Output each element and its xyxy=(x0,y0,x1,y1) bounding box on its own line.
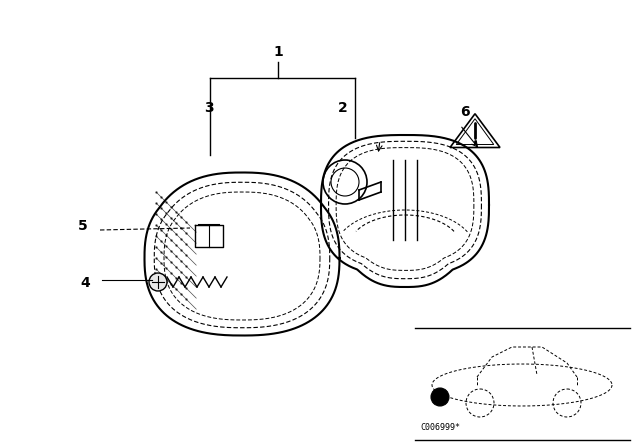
Text: 3: 3 xyxy=(204,101,214,115)
Text: 4: 4 xyxy=(80,276,90,290)
Text: 2: 2 xyxy=(337,101,348,115)
Text: 6: 6 xyxy=(460,105,470,119)
Text: 1: 1 xyxy=(273,45,284,59)
Circle shape xyxy=(431,388,449,406)
Text: 5: 5 xyxy=(78,219,88,233)
Text: C006999*: C006999* xyxy=(420,423,460,432)
Circle shape xyxy=(149,273,167,291)
